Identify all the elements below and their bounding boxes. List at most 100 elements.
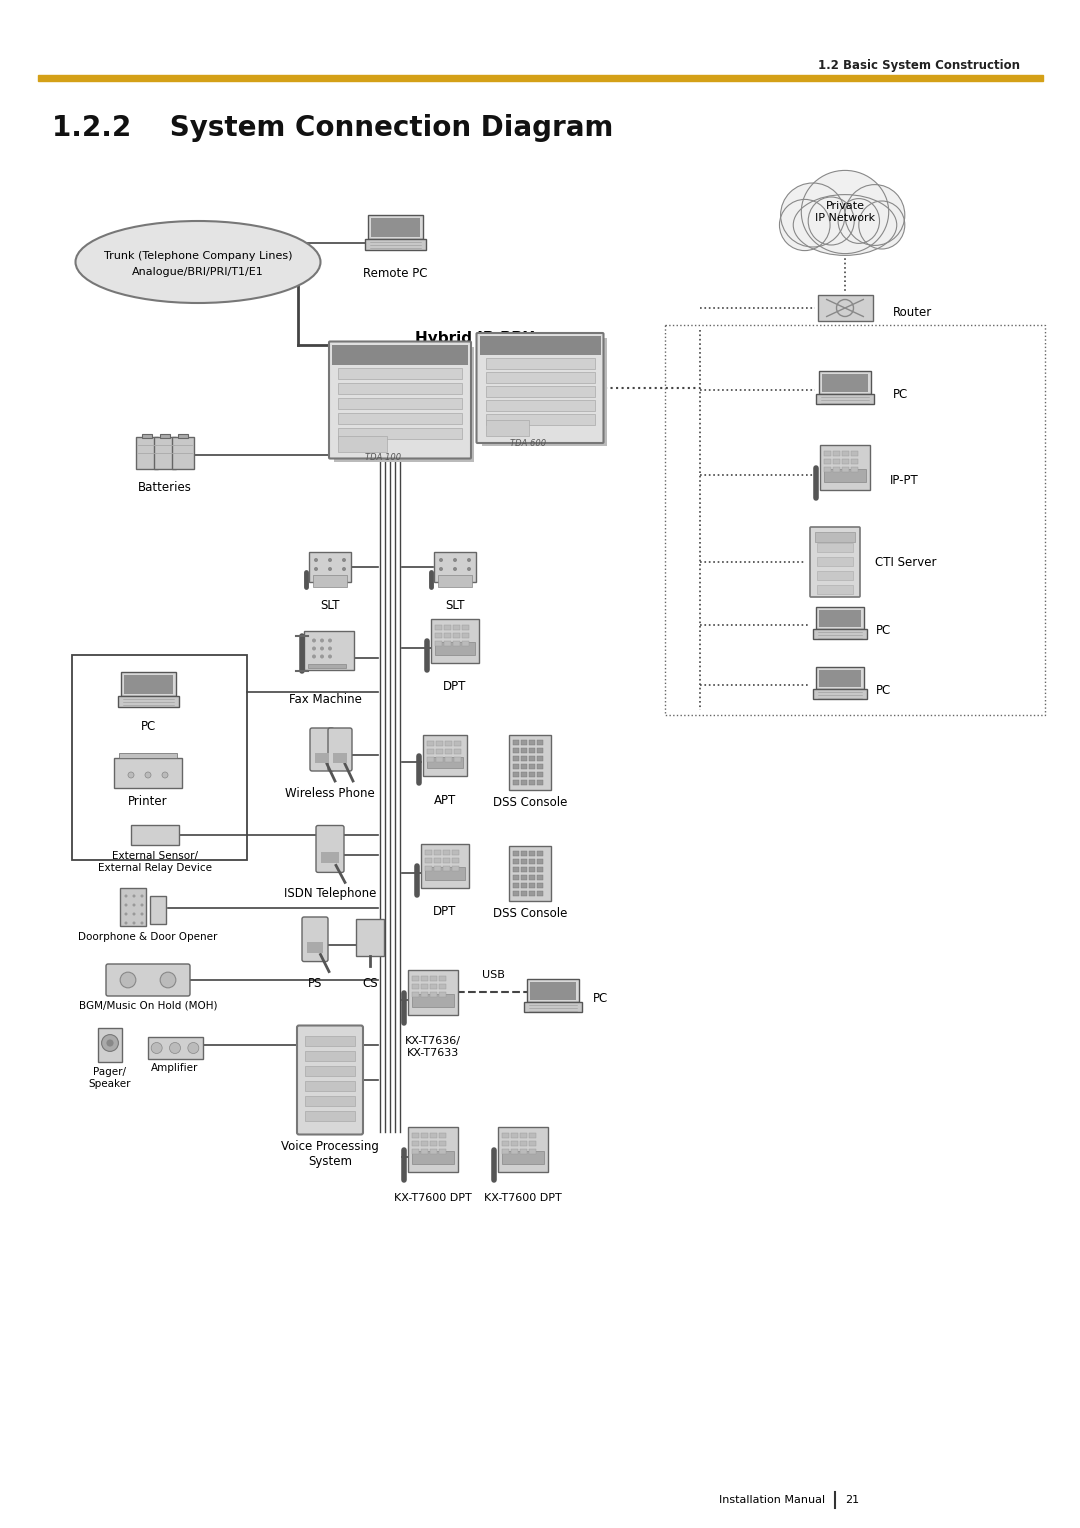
- Text: External Sensor/
External Relay Device: External Sensor/ External Relay Device: [98, 851, 212, 872]
- Bar: [833, 451, 840, 455]
- Bar: [430, 1132, 437, 1138]
- Circle shape: [133, 921, 135, 924]
- Bar: [435, 642, 475, 656]
- Bar: [38, 75, 1043, 81]
- Bar: [454, 756, 461, 762]
- Bar: [338, 413, 462, 425]
- Text: PC: PC: [876, 623, 891, 637]
- Ellipse shape: [781, 183, 845, 248]
- Bar: [529, 874, 535, 880]
- Circle shape: [320, 654, 324, 659]
- Text: USB: USB: [482, 970, 504, 979]
- Bar: [334, 347, 474, 461]
- Bar: [486, 400, 594, 411]
- Bar: [303, 631, 354, 671]
- FancyBboxPatch shape: [297, 1025, 363, 1134]
- Bar: [820, 445, 870, 490]
- Bar: [537, 764, 543, 769]
- Bar: [537, 740, 543, 744]
- Bar: [421, 843, 469, 888]
- Circle shape: [102, 1034, 119, 1051]
- Text: DPT: DPT: [443, 680, 467, 694]
- Text: PC: PC: [876, 683, 891, 697]
- Bar: [842, 458, 849, 465]
- Bar: [438, 1149, 446, 1154]
- Circle shape: [453, 558, 457, 562]
- Circle shape: [124, 894, 127, 897]
- Bar: [513, 779, 519, 784]
- Bar: [529, 772, 535, 776]
- Bar: [408, 1128, 458, 1172]
- Bar: [408, 970, 458, 1015]
- Text: Printer: Printer: [129, 795, 167, 808]
- Bar: [436, 749, 443, 753]
- Text: Doorphone & Door Opener: Doorphone & Door Opener: [79, 932, 218, 941]
- Bar: [431, 619, 480, 663]
- Bar: [438, 575, 472, 587]
- Circle shape: [438, 567, 443, 571]
- Bar: [309, 552, 351, 582]
- Circle shape: [133, 903, 135, 906]
- Bar: [513, 859, 519, 863]
- Bar: [444, 625, 451, 630]
- Bar: [513, 883, 519, 888]
- Bar: [430, 976, 437, 981]
- Bar: [453, 642, 460, 646]
- Bar: [816, 571, 853, 581]
- Bar: [114, 758, 183, 788]
- Bar: [529, 740, 535, 744]
- FancyBboxPatch shape: [476, 333, 604, 443]
- Bar: [438, 976, 446, 981]
- Bar: [436, 756, 443, 762]
- Bar: [513, 874, 519, 880]
- Text: Remote PC: Remote PC: [363, 267, 428, 280]
- Text: CS: CS: [362, 976, 378, 990]
- Bar: [486, 358, 594, 368]
- Bar: [120, 888, 146, 926]
- Bar: [72, 656, 247, 860]
- Text: 1.2 Basic System Construction: 1.2 Basic System Construction: [818, 58, 1020, 72]
- Circle shape: [467, 567, 471, 571]
- Bar: [529, 1132, 536, 1138]
- Bar: [365, 238, 426, 251]
- Bar: [521, 851, 527, 856]
- Bar: [819, 371, 870, 394]
- Circle shape: [124, 921, 127, 924]
- Ellipse shape: [838, 199, 879, 243]
- Bar: [411, 992, 419, 996]
- Text: KX-T7636/
KX-T7633: KX-T7636/ KX-T7633: [405, 1036, 461, 1057]
- Text: PC: PC: [893, 388, 908, 402]
- Bar: [529, 764, 535, 769]
- Bar: [321, 853, 339, 863]
- Bar: [513, 772, 519, 776]
- Bar: [305, 1111, 355, 1120]
- Bar: [530, 983, 576, 999]
- Bar: [527, 979, 579, 1002]
- Circle shape: [124, 912, 127, 915]
- Bar: [123, 675, 173, 694]
- Circle shape: [170, 1042, 180, 1053]
- Circle shape: [453, 576, 457, 581]
- FancyBboxPatch shape: [316, 825, 345, 872]
- Bar: [444, 642, 451, 646]
- Bar: [426, 850, 432, 856]
- Bar: [815, 532, 855, 542]
- Circle shape: [328, 646, 332, 651]
- Text: Hybrid IP-PBX: Hybrid IP-PBX: [415, 330, 535, 345]
- Bar: [529, 755, 535, 761]
- Bar: [537, 755, 543, 761]
- Bar: [338, 382, 462, 394]
- Bar: [665, 325, 1045, 715]
- Bar: [434, 552, 476, 582]
- Bar: [443, 850, 450, 856]
- Bar: [427, 756, 434, 762]
- Circle shape: [140, 894, 144, 897]
- Circle shape: [314, 576, 318, 581]
- Bar: [356, 918, 384, 957]
- Bar: [411, 1141, 419, 1146]
- Bar: [511, 1132, 518, 1138]
- Bar: [434, 866, 441, 871]
- Bar: [816, 394, 874, 405]
- Bar: [824, 468, 831, 472]
- Bar: [305, 1065, 355, 1076]
